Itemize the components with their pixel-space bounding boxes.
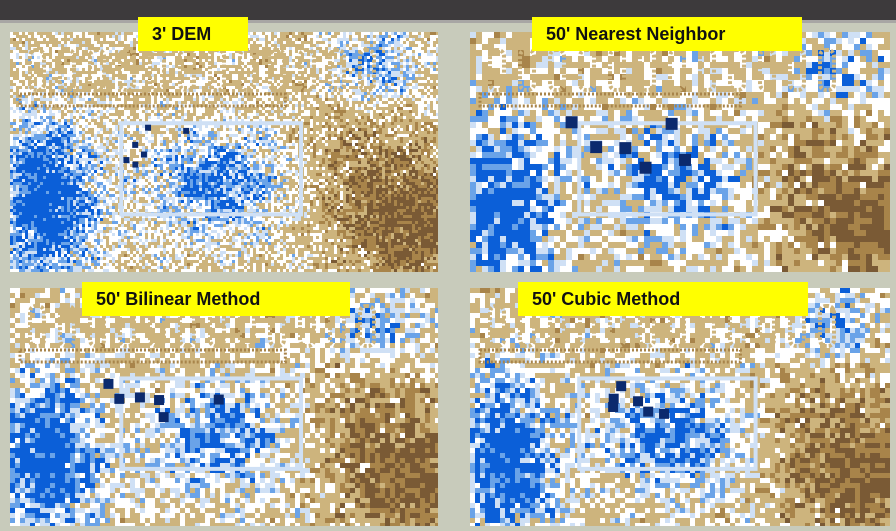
panel-label-cubic: 50' Cubic Method bbox=[518, 282, 808, 316]
elevation-raster bbox=[10, 32, 438, 272]
map-panel-bilinear bbox=[10, 288, 438, 526]
elevation-raster bbox=[470, 32, 890, 272]
elevation-raster bbox=[470, 288, 890, 526]
panel-label-bilinear: 50' Bilinear Method bbox=[82, 282, 350, 316]
elevation-raster bbox=[10, 288, 438, 526]
map-panel-3ft-dem bbox=[10, 32, 438, 272]
panel-label-3ft-dem: 3' DEM bbox=[138, 17, 248, 51]
map-panel-nearest-neighbor bbox=[470, 32, 890, 272]
panel-label-nearest-neighbor: 50' Nearest Neighbor bbox=[532, 17, 802, 51]
map-panel-cubic bbox=[470, 288, 890, 526]
